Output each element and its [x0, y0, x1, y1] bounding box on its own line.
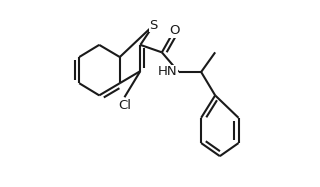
Text: Cl: Cl: [118, 99, 131, 112]
Text: HN: HN: [158, 65, 178, 79]
Text: O: O: [169, 24, 179, 37]
Text: S: S: [149, 19, 158, 32]
